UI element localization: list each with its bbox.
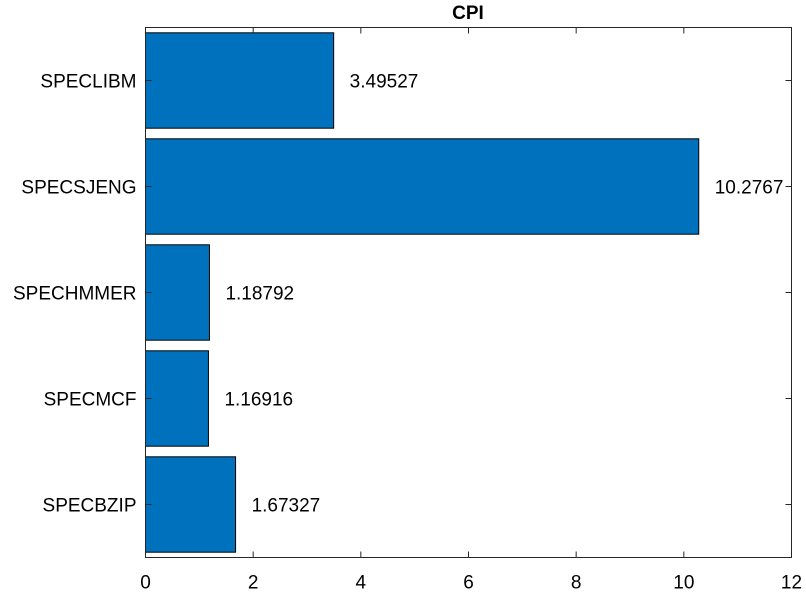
bar-specsjeng [145, 138, 700, 235]
y-tick-label-specmcf: SPECMCF [44, 390, 137, 411]
plot-area-frame [145, 27, 792, 558]
x-tick-label: 8 [571, 573, 582, 594]
y-tick-label-spechmmer: SPECHMMER [13, 284, 137, 305]
value-label-specmcf: 1.16916 [224, 390, 293, 411]
x-tick-label: 6 [463, 573, 474, 594]
bar-speclibm [145, 32, 335, 129]
bar-spechmmer [145, 244, 210, 341]
bars-group [145, 32, 700, 553]
bar-specbzip [145, 456, 237, 553]
x-tick-label: 10 [673, 573, 694, 594]
bar-specmcf [145, 350, 209, 447]
value-label-specbzip: 1.67327 [252, 496, 321, 517]
value-label-specsjeng: 10.2767 [715, 178, 784, 199]
x-tick-label: 2 [248, 573, 259, 594]
y-tick-label-specsjeng: SPECSJENG [21, 178, 136, 199]
y-tick-label-specbzip: SPECBZIP [43, 496, 137, 517]
value-label-spechmmer: 1.18792 [225, 284, 294, 305]
chart-title: CPI [452, 3, 484, 24]
value-label-speclibm: 3.49527 [350, 72, 419, 93]
x-ticks-group: 0 2 4 6 8 10 12 [140, 27, 802, 594]
x-tick-label: 4 [356, 573, 367, 594]
value-labels-group: 3.49527 10.2767 1.18792 1.16916 1.67327 [224, 72, 783, 517]
x-tick-label: 0 [140, 573, 151, 594]
y-tick-label-speclibm: SPECLIBM [40, 72, 136, 93]
x-tick-label: 12 [781, 573, 802, 594]
y-tick-labels-group: SPECLIBM SPECSJENG SPECHMMER SPECMCF SPECBZI… [13, 72, 792, 517]
